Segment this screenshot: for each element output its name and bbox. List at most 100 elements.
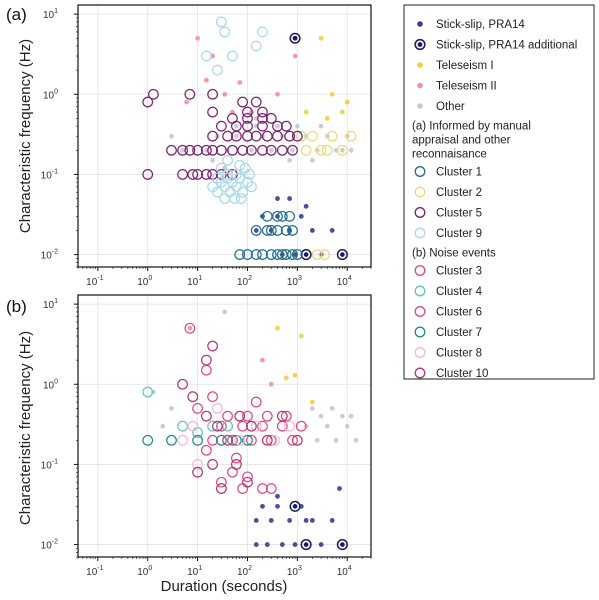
series-cluster-1 [234, 210, 303, 260]
data-point [222, 309, 228, 315]
y-tick-label: 10-2 [41, 249, 58, 262]
series-cluster-5 [142, 88, 303, 180]
x-tick-base: 10 [187, 277, 199, 288]
x-tick-label: 103 [287, 565, 302, 578]
y-tick-base: 10 [43, 10, 55, 21]
data-point [329, 91, 335, 97]
data-point [227, 113, 238, 124]
data-point [246, 181, 257, 193]
data-point [329, 518, 335, 523]
data-point [234, 249, 246, 260]
data-point [227, 434, 238, 446]
series-cluster-8 [177, 403, 296, 470]
legend-label: Cluster 2 [436, 187, 482, 199]
data-point [336, 144, 348, 156]
data-point [269, 434, 280, 446]
data-point [300, 249, 312, 261]
data-point [166, 434, 177, 446]
x-tick-base: 10 [137, 567, 149, 578]
legend-marker [414, 265, 426, 276]
data-point [177, 434, 188, 446]
x-tick-base: 10 [337, 567, 349, 578]
data-point [222, 410, 234, 422]
legend-label: Teleseism I [436, 60, 494, 72]
legend-label: Cluster 4 [436, 286, 483, 298]
data-point [326, 130, 338, 142]
panel-b-x-ticks: 10-1 100 101 102 103 104 [77, 557, 372, 578]
data-point [215, 420, 227, 432]
data-point [276, 410, 288, 422]
data-point [284, 420, 296, 432]
y-tick-label: 101 [43, 298, 58, 311]
legend-label: Cluster 5 [436, 208, 482, 220]
data-point [289, 32, 301, 44]
x-tick-base: 10 [287, 567, 299, 578]
data-point [264, 542, 270, 547]
x-tick-exponent: 0 [148, 275, 152, 282]
legend-marker [414, 306, 426, 317]
data-point [250, 130, 262, 142]
y-tick-base: 10 [43, 90, 55, 101]
x-tick-exponent: 1 [198, 565, 202, 572]
data-point [348, 147, 354, 153]
panel-a-ylabel: Characteristic frequency (Hz) [17, 39, 34, 233]
x-tick-exponent: 1 [198, 275, 202, 282]
data-point [192, 466, 203, 478]
data-point [237, 96, 249, 108]
data-point [344, 423, 350, 429]
data-point [192, 403, 203, 414]
legend-label: Cluster 8 [436, 348, 482, 360]
x-tick-label: 102 [237, 565, 252, 578]
data-point [309, 228, 315, 233]
data-point [260, 357, 265, 363]
series-cluster-10 [177, 340, 303, 494]
data-point [195, 35, 200, 41]
data-point [257, 483, 268, 494]
x-tick-base: 10 [86, 277, 98, 288]
y-tick-exponent: -1 [52, 458, 58, 465]
data-point [257, 144, 268, 156]
legend-marker [414, 166, 426, 177]
data-point [244, 169, 255, 180]
data-point [184, 144, 196, 156]
y-tick-base: 10 [43, 380, 55, 391]
data-point [272, 225, 283, 236]
data-point [276, 249, 288, 260]
data-point [242, 471, 253, 483]
data-point [177, 420, 188, 432]
y-tick-base: 10 [43, 300, 55, 311]
data-point [222, 169, 234, 180]
data-point [284, 130, 296, 142]
data-point [303, 109, 309, 115]
data-point [210, 157, 216, 163]
legend-marker [417, 82, 423, 89]
panel-b-points [142, 309, 359, 551]
data-point-core [303, 542, 309, 547]
data-point [279, 542, 285, 547]
data-point [300, 144, 312, 156]
data-point [344, 99, 350, 105]
data-point [280, 120, 292, 132]
data-point [192, 144, 203, 156]
data-point [345, 130, 357, 142]
data-point-core [340, 542, 345, 547]
data-point [265, 225, 277, 236]
data-point [333, 437, 339, 443]
series-cluster-3 [192, 396, 307, 464]
data-point [309, 406, 315, 411]
y-tick-exponent: -2 [52, 249, 58, 256]
data-point [280, 410, 292, 422]
x-tick-label: 10-1 [86, 275, 103, 288]
data-point [177, 378, 188, 390]
data-point [215, 120, 227, 132]
data-point [291, 130, 303, 142]
data-point-core [303, 252, 309, 257]
x-tick-base: 10 [287, 277, 299, 288]
data-point [257, 120, 268, 132]
panel-a-x-ticks: 10-1 100 101 102 103 104 [77, 267, 372, 288]
data-point [203, 77, 209, 83]
data-point [233, 133, 239, 139]
y-tick-base: 10 [41, 460, 53, 471]
data-point [242, 113, 253, 124]
